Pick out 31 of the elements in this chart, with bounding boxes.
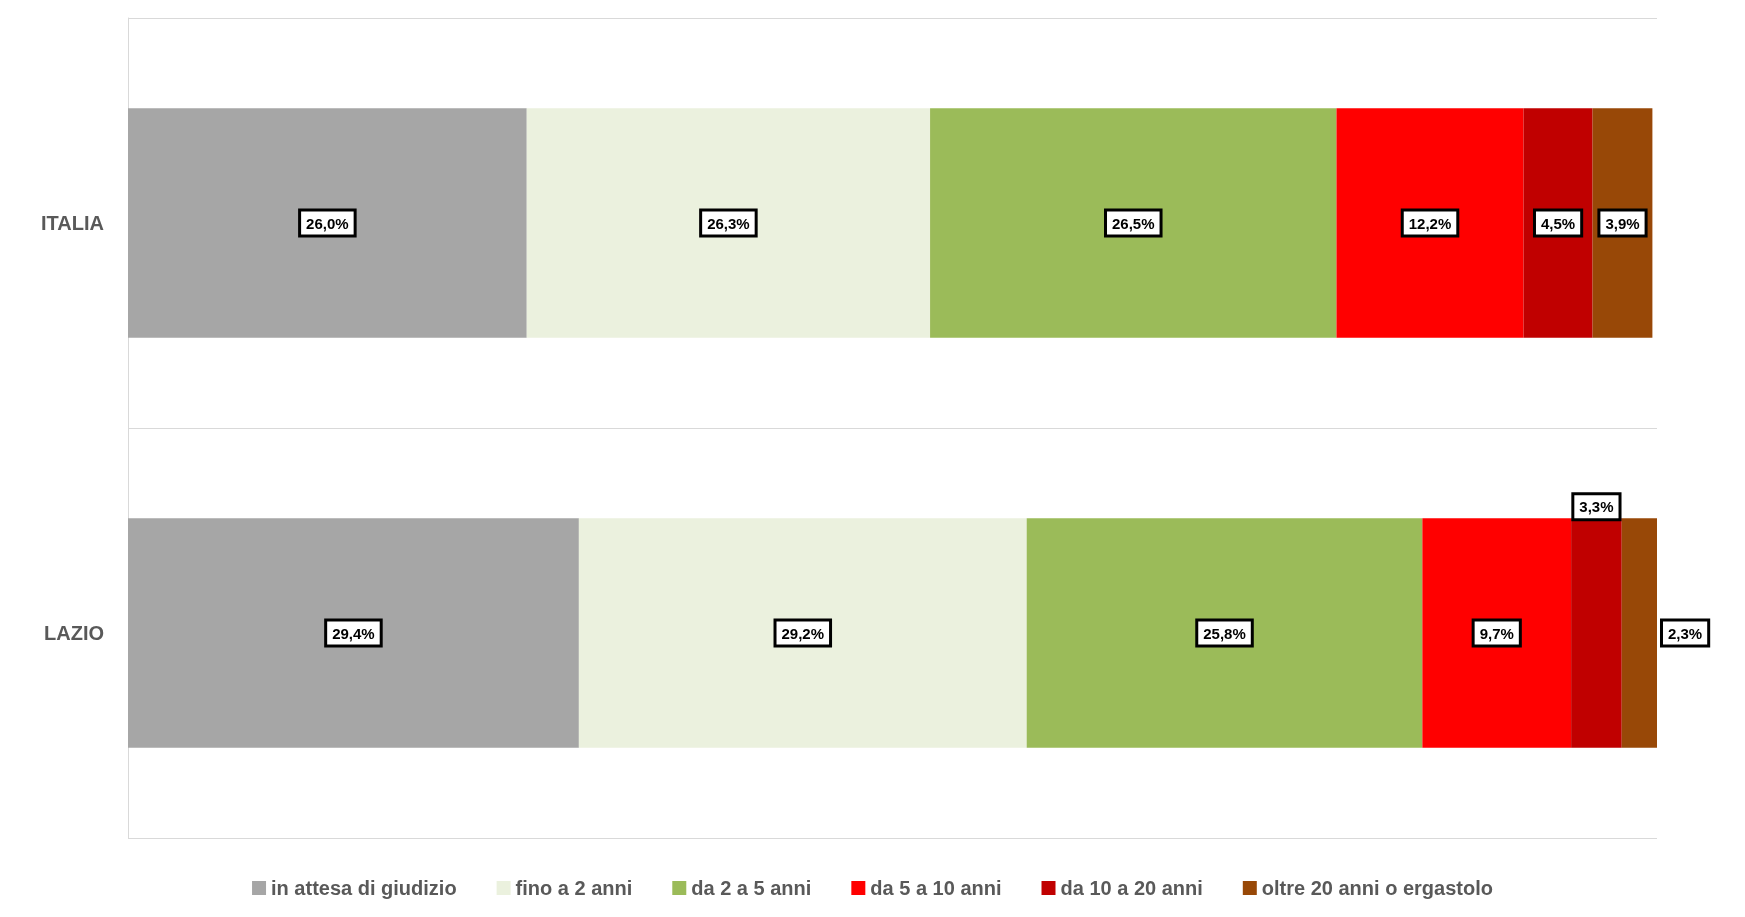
bar <box>1523 108 1593 338</box>
data-label: 26,3% <box>707 214 750 232</box>
data-label: 3,9% <box>1605 214 1640 232</box>
legend-label: da 2 a 5 anni <box>691 877 812 899</box>
legend-label: da 10 a 20 anni <box>1060 877 1203 899</box>
bar <box>1422 518 1572 748</box>
y-tick-label: ITALIA <box>41 212 104 234</box>
data-label: 9,7% <box>1479 624 1514 642</box>
bar <box>1336 108 1524 338</box>
data-label: 3,3% <box>1579 498 1614 516</box>
legend-label: in attesa di giudizio <box>271 877 457 899</box>
legend-label: oltre 20 anni o ergastolo <box>1261 877 1493 899</box>
y-tick-label: LAZIO <box>44 622 104 644</box>
data-label: 26,5% <box>1112 214 1155 232</box>
bar <box>1621 518 1657 748</box>
bar <box>526 108 931 338</box>
data-label: 25,8% <box>1203 624 1246 642</box>
data-label: 29,2% <box>781 624 825 642</box>
bar <box>1026 518 1423 748</box>
bar <box>930 108 1337 338</box>
data-label: 4,5% <box>1540 214 1576 232</box>
legend-label: da 5 a 10 anni <box>870 877 1002 899</box>
bar <box>578 518 1027 748</box>
bar <box>128 108 527 338</box>
data-label: 12,2% <box>1408 214 1452 232</box>
bar <box>1592 108 1653 338</box>
data-label: 2,3% <box>1668 624 1703 642</box>
bar <box>128 518 579 748</box>
data-label: 26,0% <box>306 214 349 232</box>
data-label: 29,4% <box>332 624 375 642</box>
legend-label: fino a 2 anni <box>515 877 633 899</box>
